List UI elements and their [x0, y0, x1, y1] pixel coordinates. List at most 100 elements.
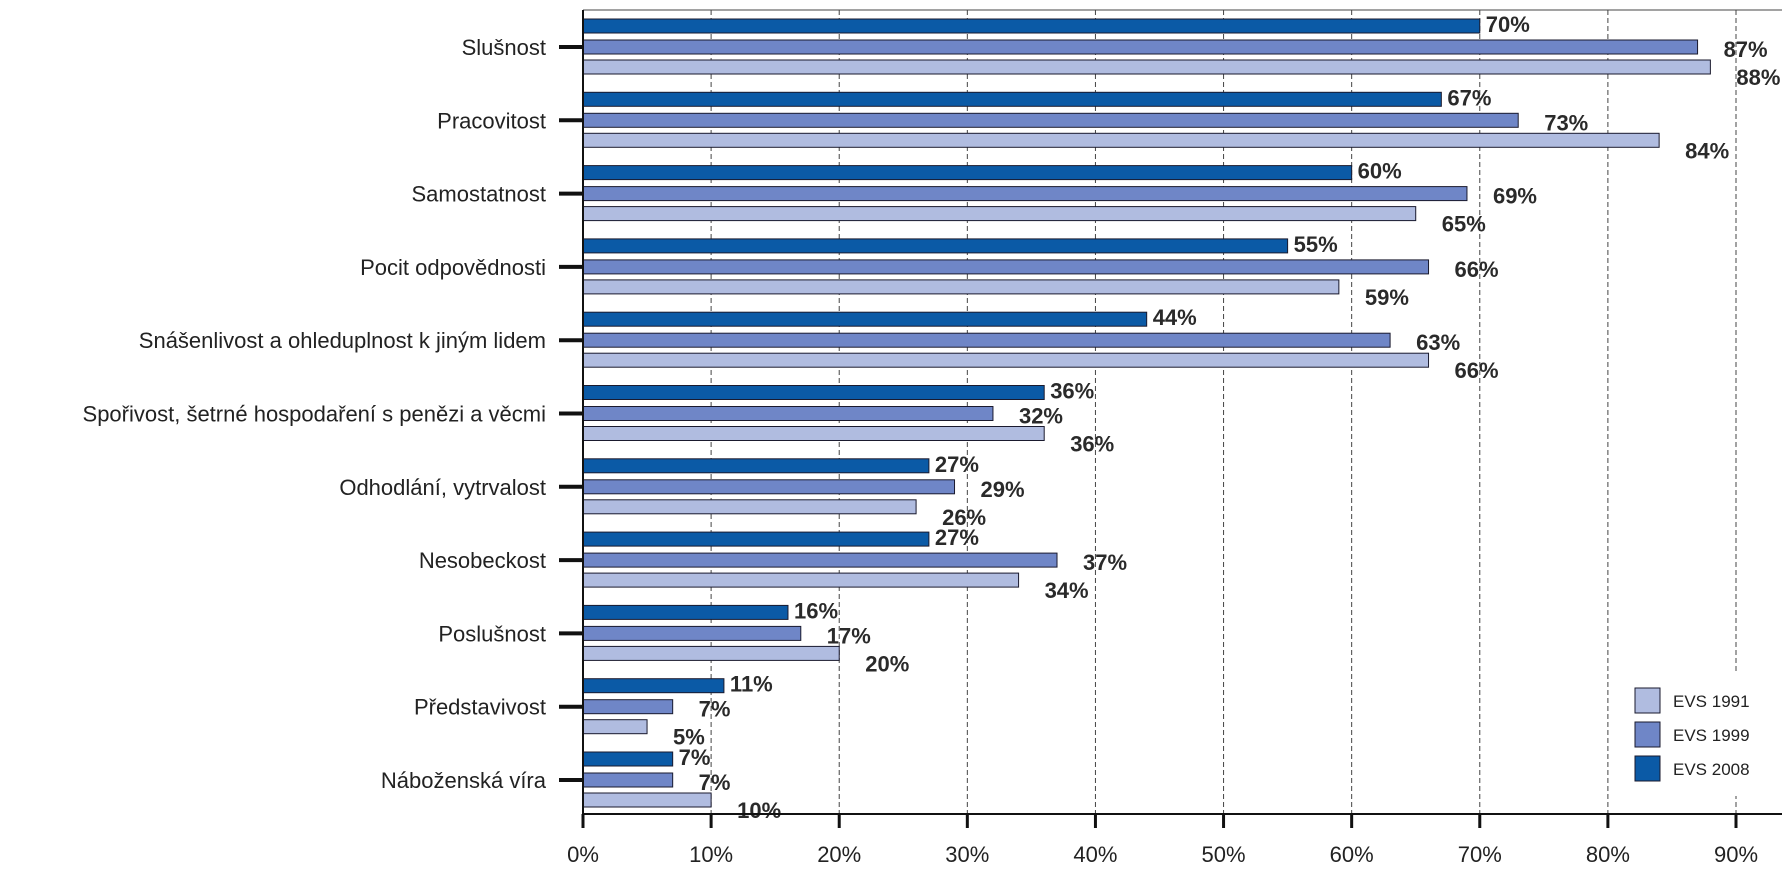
- data-label-1-10: 7%: [699, 770, 731, 795]
- x-tick-label-50: 50%: [1202, 842, 1246, 867]
- data-label-1-1: 73%: [1544, 110, 1588, 135]
- data-label-2-7: 34%: [1045, 578, 1089, 603]
- data-label-1-5: 32%: [1019, 404, 1063, 429]
- data-label-0-2: 60%: [1358, 159, 1402, 184]
- legend-label-1: EVS 1999: [1673, 726, 1750, 745]
- data-label-2-4: 66%: [1455, 358, 1499, 383]
- bar-2-10: [582, 792, 712, 808]
- data-label-2-5: 36%: [1070, 432, 1114, 457]
- bar-1-5: [582, 406, 994, 421]
- bar-2-6: [582, 499, 917, 515]
- legend: EVS 1991 EVS 1999 EVS 2008: [1620, 672, 1780, 796]
- x-tick-label-0: 0%: [567, 842, 599, 867]
- x-tick-label-30: 30%: [945, 842, 989, 867]
- category-label-0: Slušnost: [462, 35, 546, 60]
- data-label-1-6: 29%: [981, 477, 1025, 502]
- data-label-1-0: 87%: [1724, 37, 1768, 62]
- data-label-0-9: 11%: [730, 672, 773, 697]
- data-label-1-3: 66%: [1455, 257, 1499, 282]
- bar-0-7: [582, 531, 930, 547]
- bar-2-1: [582, 132, 1660, 148]
- bar-2-2: [582, 206, 1417, 222]
- bar-2-0: [582, 59, 1711, 75]
- data-label-2-3: 59%: [1365, 285, 1409, 310]
- bar-1-10: [582, 772, 674, 788]
- category-labels-group: Slušnost Pracovitost Samostatnost Pocit odp…: [83, 35, 547, 793]
- bar-1-8: [582, 625, 802, 641]
- data-label-0-1: 67%: [1447, 85, 1491, 110]
- data-label-0-4: 44%: [1153, 305, 1197, 330]
- bar-1-9: [582, 699, 674, 715]
- data-label-1-8: 17%: [827, 623, 871, 648]
- bars-group: [582, 18, 1711, 808]
- bar-1-0: [582, 39, 1699, 55]
- bar-0-9: [582, 678, 725, 694]
- bar-1-4: [582, 332, 1391, 348]
- bar-1-7: [582, 552, 1058, 568]
- bar-0-4: [582, 311, 1148, 327]
- x-tick-label-60: 60%: [1330, 842, 1374, 867]
- data-label-2-10: 10%: [737, 798, 781, 823]
- axes-group: [559, 10, 1782, 828]
- x-tick-label-70: 70%: [1458, 842, 1502, 867]
- category-label-9: Představivost: [414, 695, 546, 720]
- category-label-5: Spořivost, šetrné hospodaření s penězi a…: [83, 402, 546, 427]
- category-label-3: Pocit odpovědnosti: [360, 255, 546, 280]
- bar-0-6: [582, 458, 930, 474]
- category-label-7: Nesobeckost: [419, 548, 546, 573]
- category-label-2: Samostatnost: [411, 182, 546, 207]
- bar-1-2: [582, 186, 1468, 202]
- bar-2-9: [582, 719, 648, 735]
- bar-0-2: [582, 165, 1353, 181]
- category-label-4: Snášenlivost a ohleduplnost k jiným lide…: [139, 328, 546, 353]
- legend-label-0: EVS 1991: [1673, 692, 1750, 711]
- bar-2-5: [582, 426, 1045, 441]
- data-label-0-3: 55%: [1294, 232, 1338, 257]
- data-label-2-9: 5%: [673, 725, 705, 750]
- data-label-1-7: 37%: [1083, 550, 1127, 575]
- data-labels-group: 70% 87% 88% 67% 73% 84% 60% 69% 65% 55% 66% 59% 44% 6…: [673, 12, 1780, 823]
- x-tick-label-90: 90%: [1714, 842, 1758, 867]
- data-label-2-0: 88%: [1736, 65, 1780, 90]
- data-label-1-9: 7%: [699, 697, 731, 722]
- legend-swatch-0: [1634, 687, 1661, 714]
- data-label-2-2: 65%: [1442, 212, 1486, 237]
- data-label-0-10: 7%: [679, 745, 711, 770]
- bar-2-4: [582, 352, 1430, 368]
- data-label-0-8: 16%: [794, 598, 838, 623]
- bar-0-0: [582, 18, 1481, 34]
- data-label-2-8: 20%: [865, 651, 909, 676]
- x-tick-labels-group: 0% 10% 20% 30% 40% 50% 60% 70% 80% 90%: [567, 842, 1758, 867]
- bar-2-8: [582, 645, 840, 661]
- x-tick-label-20: 20%: [817, 842, 861, 867]
- bar-2-3: [582, 279, 1340, 295]
- x-tick-label-10: 10%: [689, 842, 733, 867]
- category-label-6: Odhodlání, vytrvalost: [339, 475, 546, 500]
- legend-swatch-2: [1634, 755, 1661, 782]
- bar-0-10: [582, 751, 674, 767]
- legend-swatch-1: [1634, 721, 1661, 748]
- bar-0-1: [582, 91, 1442, 107]
- category-label-8: Poslušnost: [438, 621, 546, 646]
- data-label-2-1: 84%: [1685, 138, 1729, 163]
- data-label-1-4: 63%: [1416, 330, 1460, 355]
- bar-0-8: [582, 604, 789, 620]
- bar-2-7: [582, 572, 1020, 588]
- legend-label-2: EVS 2008: [1673, 760, 1750, 779]
- data-label-0-7: 27%: [935, 525, 979, 550]
- data-label-0-0: 70%: [1486, 12, 1530, 37]
- category-label-1: Pracovitost: [437, 108, 546, 133]
- bar-1-1: [582, 112, 1519, 128]
- x-tick-label-40: 40%: [1073, 842, 1117, 867]
- bar-0-5: [582, 385, 1045, 400]
- bar-1-6: [582, 479, 956, 495]
- bar-0-3: [582, 238, 1289, 254]
- data-label-0-6: 27%: [935, 452, 979, 477]
- bar-1-3: [582, 259, 1430, 275]
- data-label-2-6: 26%: [942, 505, 986, 530]
- data-label-0-5: 36%: [1050, 379, 1094, 404]
- x-tick-label-80: 80%: [1586, 842, 1630, 867]
- category-label-10: Náboženská víra: [381, 768, 547, 793]
- data-label-1-2: 69%: [1493, 184, 1537, 209]
